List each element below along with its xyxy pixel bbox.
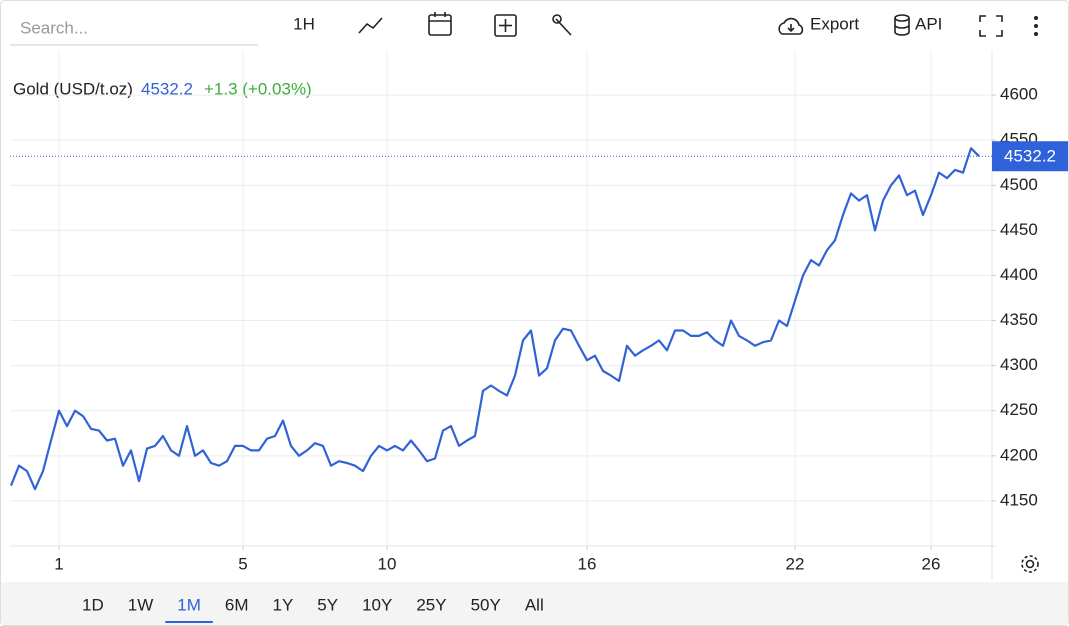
- calendar-icon[interactable]: [428, 12, 452, 36]
- range-button[interactable]: All: [525, 595, 544, 614]
- search-input[interactable]: Search...: [20, 18, 88, 37]
- last-price-label: 4532.2: [1004, 147, 1056, 166]
- export-icon[interactable]: [778, 17, 804, 35]
- menu-icon[interactable]: [1034, 16, 1038, 36]
- y-tick-label: 4400: [1000, 265, 1038, 284]
- api-icon[interactable]: [894, 14, 910, 36]
- range-button[interactable]: 1D: [82, 595, 104, 614]
- range-button[interactable]: 1M: [177, 595, 201, 614]
- y-tick-label: 4600: [1000, 85, 1038, 104]
- grid: [10, 50, 992, 546]
- range-button[interactable]: 6M: [225, 595, 249, 614]
- fullscreen-icon[interactable]: [979, 15, 1003, 37]
- x-tick-label: 10: [378, 554, 397, 573]
- y-tick-label: 4350: [1000, 310, 1038, 329]
- gear-icon[interactable]: [1021, 555, 1039, 573]
- last-price-badge: [992, 141, 1068, 172]
- range-button[interactable]: 10Y: [362, 595, 392, 614]
- series-name: Gold (USD/t.oz): [13, 79, 133, 98]
- range-button[interactable]: 25Y: [416, 595, 446, 614]
- range-button[interactable]: 1W: [128, 595, 154, 614]
- y-tick-label: 4500: [1000, 175, 1038, 194]
- indicator-icon[interactable]: [494, 14, 517, 37]
- range-button[interactable]: 1Y: [272, 595, 293, 614]
- x-tick-label: 26: [922, 554, 941, 573]
- x-tick-label: 1: [54, 554, 63, 573]
- y-tick-label: 4250: [1000, 400, 1038, 419]
- y-tick-label: 4200: [1000, 445, 1038, 464]
- export-button[interactable]: Export: [810, 14, 859, 33]
- chart-type-icon[interactable]: [358, 17, 383, 34]
- price-line: [9, 147, 980, 491]
- x-tick-label: 16: [578, 554, 597, 573]
- range-bar: [1, 582, 1068, 625]
- api-button[interactable]: API: [915, 14, 942, 33]
- settings-tool-icon[interactable]: [552, 14, 572, 36]
- range-button[interactable]: 50Y: [471, 595, 501, 614]
- range-button[interactable]: 5Y: [317, 595, 338, 614]
- x-tick-label: 5: [238, 554, 247, 573]
- y-tick-label: 4150: [1000, 490, 1038, 509]
- last-price: 4532.2: [141, 79, 193, 98]
- price-change: +1.3 (+0.03%): [204, 79, 312, 98]
- interval-button[interactable]: 1H: [293, 14, 315, 33]
- y-tick-label: 4300: [1000, 355, 1038, 374]
- x-tick-label: 22: [786, 554, 805, 573]
- y-tick-label: 4450: [1000, 220, 1038, 239]
